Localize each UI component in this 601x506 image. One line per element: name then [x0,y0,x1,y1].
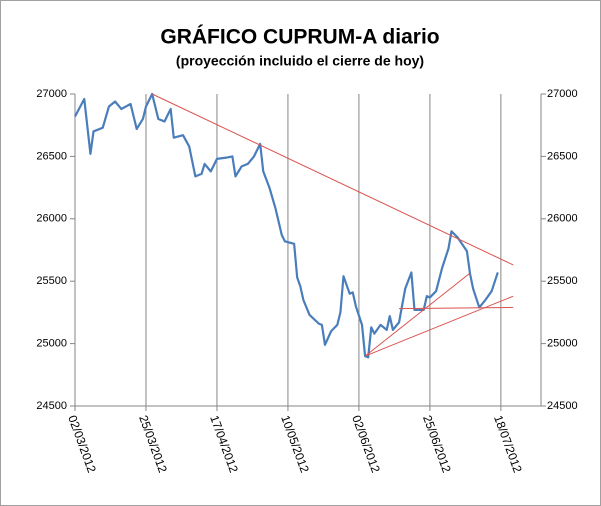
y-tick-label: 26000 [36,213,67,225]
trend-line [151,93,514,266]
y2-tick-label: 25500 [547,275,578,287]
chart-title: GRÁFICO CUPRUM-A diario [160,26,439,49]
y2-tick-label: 26500 [547,150,578,162]
y-tick-label: 25000 [36,338,67,350]
y-tick-label: 25500 [36,275,67,287]
y-tick-label: 24500 [36,400,67,412]
y2-tick-label: 26000 [547,213,578,225]
chart-subtitle: (proyección incluido el cierre de hoy) [176,53,424,69]
y2-tick-label: 27000 [547,88,578,100]
y2-tick-label: 24500 [547,400,578,412]
trend-line [364,272,471,357]
trend-line [364,295,514,357]
data-line [74,92,499,359]
y2-tick-label: 25000 [547,338,578,350]
y-tick-label: 26500 [36,150,67,162]
trend-line [399,306,514,310]
y-tick-label: 27000 [36,88,67,100]
